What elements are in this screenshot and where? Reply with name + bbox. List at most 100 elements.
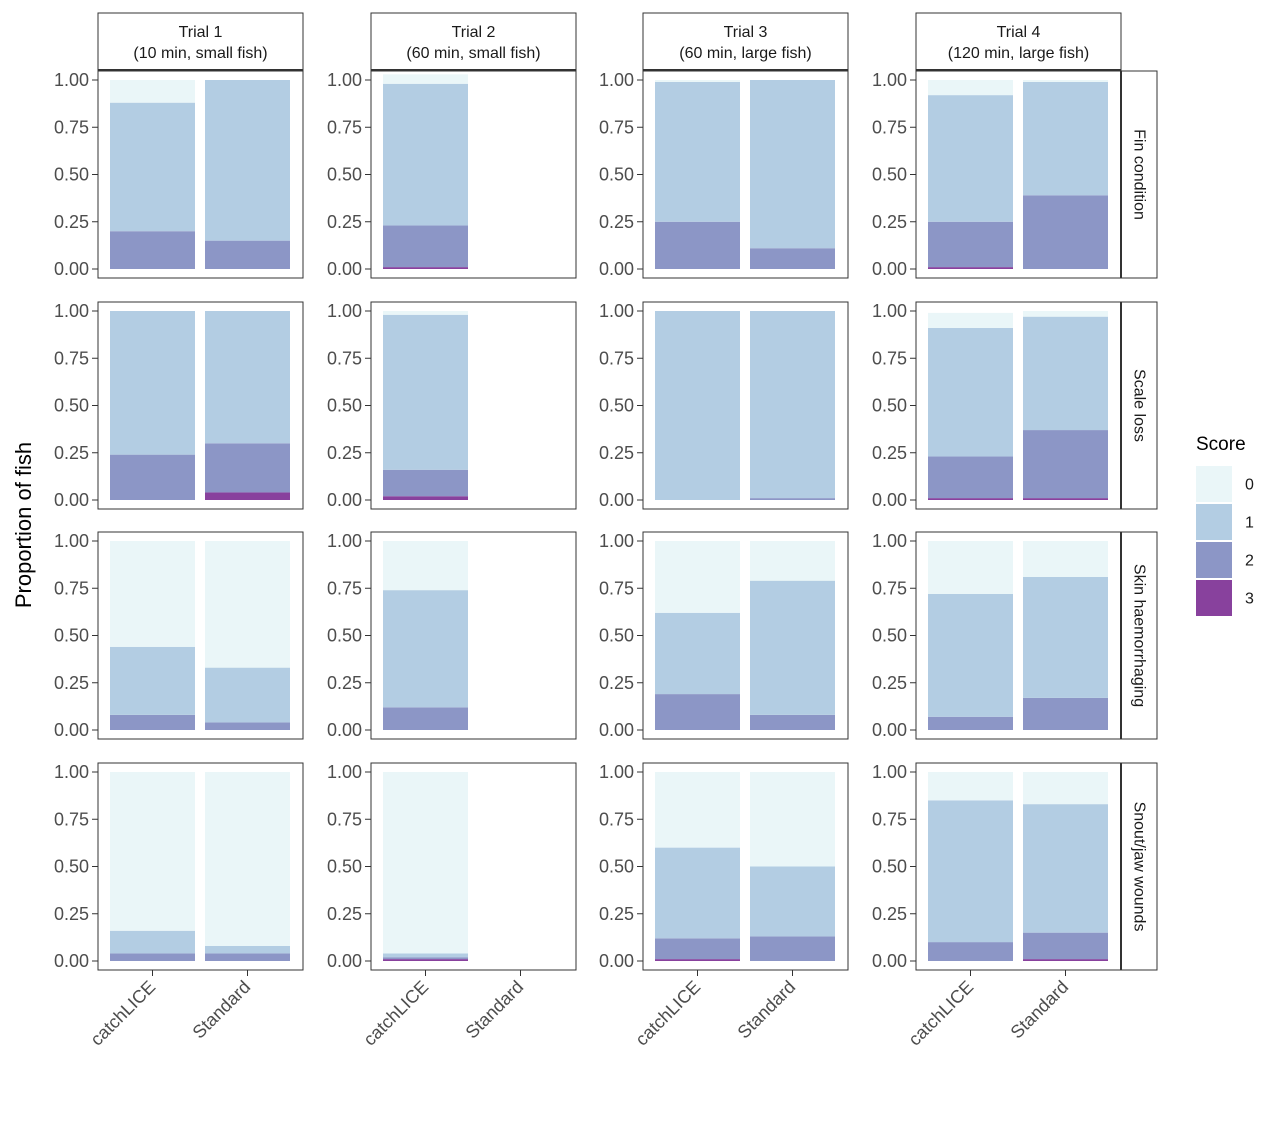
bar-segment-score-0 — [750, 541, 835, 581]
legend-swatch — [1196, 542, 1232, 578]
y-tick-label: 0.00 — [599, 720, 634, 740]
bar-segment-score-0 — [205, 541, 290, 668]
y-tick-label: 0.50 — [54, 165, 89, 185]
trial-strip-subtitle: (60 min, small fish) — [406, 45, 540, 62]
bar-segment-score-2 — [1023, 932, 1108, 960]
y-tick-label: 0.50 — [599, 857, 634, 877]
facet-panel: 0.00 0.25 0.50 0.75 1.00 — [599, 70, 849, 279]
y-tick-label: 0.25 — [599, 443, 634, 463]
bar-segment-score-3 — [655, 959, 740, 961]
bar-segment-score-1 — [928, 800, 1013, 943]
bar-segment-score-3 — [928, 267, 1013, 269]
facet-panel: 0.00 0.25 0.50 0.75 1.00 — [327, 70, 577, 279]
trial-strip-title: Trial 1 — [179, 24, 223, 41]
y-tick-label: 0.50 — [599, 165, 634, 185]
panel-border — [370, 762, 577, 971]
y-tick-label: 0.25 — [327, 904, 362, 924]
metric-strip-box — [1120, 762, 1158, 971]
metric-strip: Fin condition — [1120, 70, 1158, 279]
y-tick-label: 0.75 — [327, 348, 362, 368]
trial-strip: Trial 2 (60 min, small fish) — [370, 12, 577, 71]
bar-segment-score-2 — [750, 498, 835, 500]
legend-items: 0 1 2 3 — [1196, 466, 1254, 616]
bar-segment-score-0 — [110, 80, 195, 103]
legend: Score 0 1 2 3 — [1196, 434, 1254, 616]
bar-segment-score-3 — [1023, 959, 1108, 961]
y-tick-label: 1.00 — [54, 762, 89, 782]
bar-segment-score-1 — [655, 847, 740, 939]
y-tick-label: 1.00 — [872, 301, 907, 321]
bar-segment-score-2 — [110, 953, 195, 961]
bar-segment-score-1 — [655, 81, 740, 222]
bar-segment-score-1 — [110, 102, 195, 232]
y-tick-label: 0.75 — [599, 348, 634, 368]
trial-strip-subtitle: (10 min, small fish) — [133, 45, 267, 62]
legend-label: 1 — [1245, 515, 1254, 532]
bar-segment-score-0 — [1023, 772, 1108, 805]
bar-segment-score-2 — [750, 248, 835, 269]
legend-label: 3 — [1245, 591, 1254, 608]
bar-segment-score-1 — [750, 311, 835, 499]
y-tick-label: 0.25 — [327, 443, 362, 463]
y-tick-label: 0.50 — [54, 626, 89, 646]
y-tick-label: 0.75 — [327, 117, 362, 137]
facet-panel: 0.00 0.25 0.50 0.75 1.00 — [872, 301, 1122, 510]
y-tick-label: 0.50 — [599, 396, 634, 416]
bar-segment-score-0 — [110, 541, 195, 647]
bar-segment-score-2 — [1023, 195, 1108, 269]
panel-border — [642, 301, 849, 510]
bar-segment-score-2 — [110, 231, 195, 269]
bar-segment-score-0 — [750, 772, 835, 867]
bar-segment-score-0 — [110, 772, 195, 931]
y-tick-label: 0.00 — [54, 259, 89, 279]
y-tick-label: 0.00 — [54, 951, 89, 971]
y-tick-label: 0.50 — [599, 626, 634, 646]
y-tick-label: 0.00 — [872, 951, 907, 971]
y-tick-label: 0.50 — [327, 165, 362, 185]
trial-strips: Trial 1 (10 min, small fish) Trial 2 (60 mi… — [97, 12, 1122, 71]
legend-item: 1 — [1196, 504, 1254, 540]
facet-panel: 0.00 0.25 0.50 0.75 1.00 — [54, 531, 304, 740]
legend-swatch — [1196, 580, 1232, 616]
facet-panel: 0.00 0.25 0.50 0.75 1.00 — [872, 762, 1122, 971]
bar-segment-score-2 — [383, 469, 468, 497]
y-tick-label: 0.50 — [327, 857, 362, 877]
trial-strip-title: Trial 2 — [452, 24, 496, 41]
y-tick-label: 0.25 — [599, 673, 634, 693]
bar-segment-score-2 — [655, 694, 740, 730]
y-tick-label: 0.00 — [599, 951, 634, 971]
y-tick-label: 0.25 — [327, 673, 362, 693]
bar-segment-score-1 — [750, 80, 835, 249]
panel-border — [642, 531, 849, 740]
bar-segment-score-1 — [1023, 316, 1108, 431]
bar-segment-score-2 — [383, 225, 468, 268]
metric-strip-label: Scale loss — [1131, 369, 1148, 442]
bar-segment-score-1 — [110, 646, 195, 715]
metric-strip-box — [1120, 70, 1158, 279]
bar-segment-score-2 — [110, 454, 195, 500]
bar-segment-score-0 — [928, 80, 1013, 96]
bar-segment-score-3 — [1023, 498, 1108, 500]
y-tick-label: 1.00 — [872, 762, 907, 782]
metric-strip: Scale loss — [1120, 301, 1158, 510]
y-tick-label: 0.50 — [54, 857, 89, 877]
y-tick-label: 1.00 — [599, 301, 634, 321]
facet-panels: 0.00 0.25 0.50 0.75 1.00 0.00 0.25 0.50 0.75 1.00… — [54, 70, 1122, 971]
bar-segment-score-0 — [928, 772, 1013, 801]
bar-segment-score-3 — [383, 267, 468, 269]
bar-segment-score-1 — [1023, 576, 1108, 698]
y-tick-label: 0.75 — [327, 809, 362, 829]
bar-segment-score-0 — [655, 80, 740, 82]
metric-strip: Snout/jaw wounds — [1120, 762, 1158, 971]
y-tick-label: 0.00 — [327, 259, 362, 279]
bar-segment-score-2 — [205, 953, 290, 961]
bar-segment-score-1 — [110, 311, 195, 455]
bar-segment-score-0 — [383, 311, 468, 315]
bar-segment-score-1 — [205, 311, 290, 444]
y-tick-label: 0.75 — [599, 809, 634, 829]
bar-segment-score-3 — [205, 492, 290, 500]
legend-item: 3 — [1196, 580, 1254, 616]
y-tick-label: 0.75 — [872, 117, 907, 137]
bar-segment-score-2 — [205, 722, 290, 730]
